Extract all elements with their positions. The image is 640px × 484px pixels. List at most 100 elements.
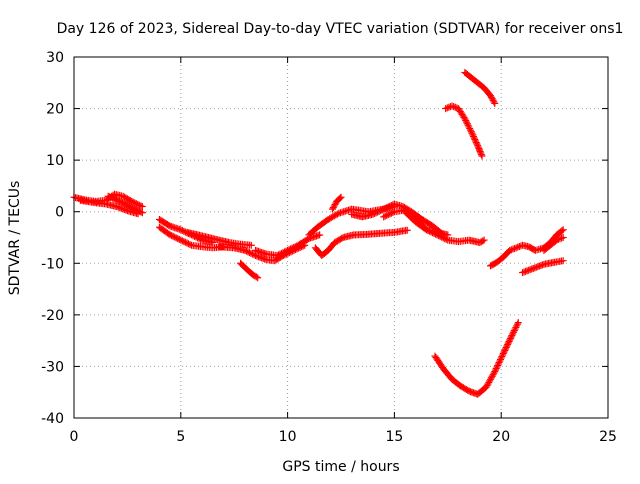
series-arc-16 xyxy=(442,102,486,160)
data-point xyxy=(504,339,512,347)
grid xyxy=(74,57,608,418)
data-point xyxy=(138,203,146,211)
data-point xyxy=(462,118,470,126)
data-point xyxy=(500,348,508,356)
data-point xyxy=(444,231,452,239)
data-point xyxy=(129,198,137,206)
data-point xyxy=(479,237,487,245)
data-point xyxy=(488,95,496,103)
data-point xyxy=(138,209,146,217)
data-point xyxy=(559,257,567,265)
data-point xyxy=(175,235,183,243)
y-tick-label: -20 xyxy=(41,308,64,324)
data-point xyxy=(464,121,472,129)
data-point xyxy=(380,205,388,213)
chart-title: Day 126 of 2023, Sidereal Day-to-day VTE… xyxy=(57,21,624,37)
data-point xyxy=(177,226,185,234)
data-point xyxy=(503,342,511,350)
data-point xyxy=(277,249,285,257)
data-point xyxy=(513,322,521,330)
data-point xyxy=(506,336,514,344)
data-point xyxy=(445,103,453,111)
data-point xyxy=(386,210,394,218)
x-axis-label: GPS time / hours xyxy=(282,459,399,475)
x-tick-label: 25 xyxy=(599,429,617,445)
axis-ticks: 0 5 10 15 20 25 -40 -30 -20 -10 0 10 20 30 xyxy=(41,50,617,445)
data-point xyxy=(471,136,479,144)
data-point xyxy=(558,234,566,242)
y-tick-label: 10 xyxy=(46,153,64,169)
data-point xyxy=(329,204,337,212)
data-point xyxy=(470,134,478,142)
data-point xyxy=(509,330,517,338)
series-arc-12 xyxy=(311,226,411,260)
data-point xyxy=(128,197,136,205)
data-point xyxy=(282,247,290,255)
data-point xyxy=(509,328,517,336)
data-point xyxy=(498,353,506,361)
x-tick-label: 10 xyxy=(279,429,297,445)
data-point xyxy=(247,241,255,249)
data-point xyxy=(273,252,281,260)
data-point xyxy=(166,231,174,239)
series-arc-17 xyxy=(461,68,499,107)
data-point xyxy=(493,363,501,371)
data-point xyxy=(463,120,471,128)
data-point xyxy=(497,354,505,362)
data-point xyxy=(469,132,477,140)
data-point xyxy=(490,98,498,106)
series-arc-18 xyxy=(431,319,522,398)
data-point xyxy=(499,350,507,358)
series-arc-9 xyxy=(252,231,324,260)
data-point xyxy=(451,103,459,111)
data-point xyxy=(472,139,480,147)
data-point xyxy=(462,116,470,124)
data-point xyxy=(442,105,450,113)
data-point xyxy=(460,113,468,121)
data-point xyxy=(375,207,383,215)
data-point xyxy=(134,200,142,208)
data-point xyxy=(559,234,567,241)
data-point xyxy=(515,243,523,251)
data-point xyxy=(184,240,192,248)
data-point xyxy=(172,234,180,242)
data-point xyxy=(514,243,522,251)
data-point xyxy=(316,231,324,239)
data-point xyxy=(489,96,497,104)
data-point xyxy=(252,273,260,281)
data-point xyxy=(506,246,514,254)
data-point xyxy=(504,341,512,349)
y-axis-label: SDTVAR / TECUs xyxy=(7,181,23,296)
data-point xyxy=(372,209,380,217)
data-point xyxy=(380,213,388,221)
data-point xyxy=(469,131,477,139)
data-point xyxy=(476,148,484,156)
data-point xyxy=(371,210,379,218)
data-point xyxy=(403,226,411,234)
data-point xyxy=(249,250,257,258)
data-point xyxy=(443,104,451,112)
data-point xyxy=(484,380,492,388)
data-point xyxy=(510,327,518,335)
data-point xyxy=(281,248,289,256)
data-point xyxy=(279,249,287,257)
data-point xyxy=(381,204,389,212)
data-point xyxy=(474,142,482,150)
data-point xyxy=(467,128,475,136)
data-point xyxy=(553,236,561,244)
data-point xyxy=(496,356,504,364)
data-point xyxy=(491,99,499,107)
data-point xyxy=(384,203,392,211)
data-point xyxy=(509,245,517,253)
data-point xyxy=(501,347,509,355)
series-arc-3 xyxy=(104,192,146,217)
data-point xyxy=(387,209,395,217)
data-point xyxy=(499,351,507,359)
data-point xyxy=(511,244,519,252)
data-markers xyxy=(70,68,567,398)
data-point xyxy=(507,246,515,254)
data-point xyxy=(381,212,389,220)
data-point xyxy=(492,365,500,373)
